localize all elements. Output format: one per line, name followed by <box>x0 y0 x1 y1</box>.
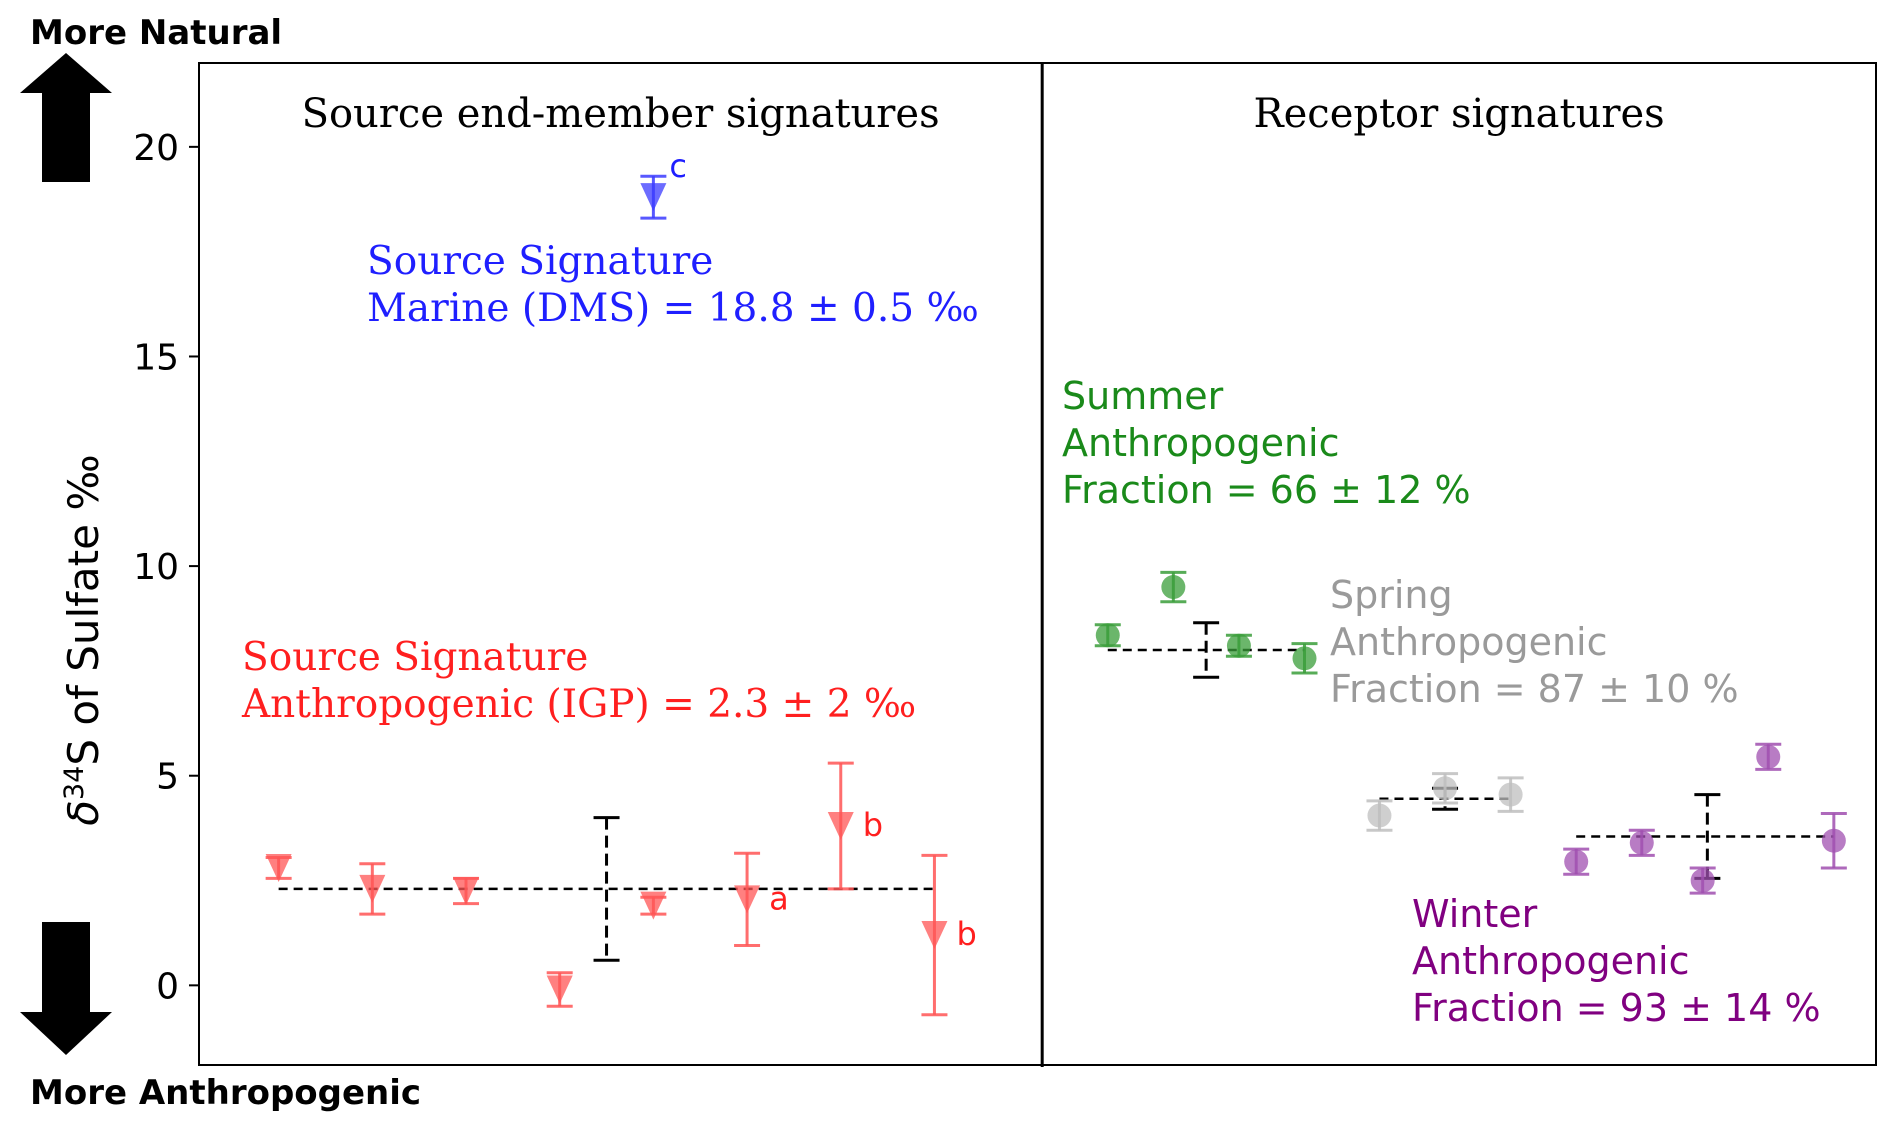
data-point <box>265 853 292 882</box>
data-point <box>640 183 667 212</box>
y-axis-label: δ34S of Sulfate ‰ <box>59 454 109 825</box>
annotation-line: Source Signature <box>242 635 588 680</box>
annotation-line: Spring <box>1330 573 1453 617</box>
point-note: a <box>769 879 789 917</box>
annotations: Source Signature Marine (DMS) = 18.8 ± 0.… <box>241 239 1821 1030</box>
annotation-line: Fraction = 66 ± 12 % <box>1062 468 1471 512</box>
annotation-winter: Winter Anthropogenic Fraction = 93 ± 14 % <box>1412 892 1821 1030</box>
up-arrow-icon <box>20 53 112 182</box>
axes <box>198 62 1877 1067</box>
point-note: c <box>669 147 687 185</box>
data-point <box>827 812 854 841</box>
y-tick-label: 0 <box>156 966 179 1007</box>
annotation-line: Winter <box>1412 892 1538 936</box>
annotation-line: Fraction = 93 ± 14 % <box>1412 986 1821 1030</box>
annotation-line: Anthropogenic <box>1330 620 1608 664</box>
panel-title: Receptor signatures <box>1254 91 1665 137</box>
data-point <box>640 891 667 920</box>
annotation-line: Anthropogenic (IGP) = 2.3 ± 2 ‰ <box>241 682 916 727</box>
data-point <box>546 975 573 1004</box>
arrows: More Natural More Anthropogenic <box>20 13 421 1113</box>
series-summer <box>1094 570 1318 675</box>
series-spring <box>1366 772 1524 832</box>
data-point <box>1756 744 1781 769</box>
data-point <box>359 874 386 903</box>
data-point <box>1226 633 1251 658</box>
data-point <box>1095 623 1120 648</box>
data-points: c a b b <box>265 147 1847 1017</box>
plot-frame <box>198 62 1877 1066</box>
data-point <box>1690 868 1715 893</box>
data-point <box>1292 646 1317 671</box>
annotation-marine-source: Source Signature Marine (DMS) = 18.8 ± 0.… <box>367 239 979 331</box>
annotation-line: Marine (DMS) = 18.8 ± 0.5 ‰ <box>367 286 979 331</box>
y-tick-label: 20 <box>133 128 179 169</box>
data-point <box>453 877 480 906</box>
data-point <box>1629 830 1654 855</box>
down-arrow-icon <box>20 922 112 1055</box>
point-note: b <box>956 915 976 953</box>
data-point <box>1821 828 1846 853</box>
data-point <box>1498 782 1523 807</box>
annotation-line: Source Signature <box>367 239 713 284</box>
point-note: b <box>863 806 883 844</box>
series-winter <box>1563 742 1847 895</box>
y-tick-label: 5 <box>156 757 179 798</box>
annotation-line: Anthropogenic <box>1062 421 1340 465</box>
series-anthropogenic-source: a b b <box>265 761 977 1017</box>
y-tick-label: 15 <box>133 337 179 378</box>
y-tick-label: 10 <box>133 547 179 588</box>
data-point <box>734 885 761 914</box>
panel-titles: Source end-member signatures Receptor sig… <box>302 91 1665 137</box>
annotation-anthropogenic-source: Source Signature Anthropogenic (IGP) = 2.… <box>241 635 916 727</box>
data-point <box>1564 849 1589 874</box>
annotation-summer: Summer Anthropogenic Fraction = 66 ± 12 % <box>1062 374 1471 512</box>
series-marine-source: c <box>640 147 687 220</box>
annotation-spring: Spring Anthropogenic Fraction = 87 ± 10 % <box>1330 573 1739 711</box>
annotation-line: Anthropogenic <box>1412 939 1690 983</box>
more-natural-label: More Natural <box>30 13 282 53</box>
data-point <box>1161 575 1186 600</box>
more-anthropogenic-label: More Anthropogenic <box>30 1073 421 1113</box>
annotation-line: Fraction = 87 ± 10 % <box>1330 667 1739 711</box>
data-point <box>1367 803 1392 828</box>
y-ticks: 0 5 10 15 20 <box>133 128 199 1007</box>
data-point <box>1433 776 1458 801</box>
annotation-line: Summer <box>1062 374 1224 418</box>
panel-title: Source end-member signatures <box>302 91 940 137</box>
data-point <box>921 921 948 950</box>
